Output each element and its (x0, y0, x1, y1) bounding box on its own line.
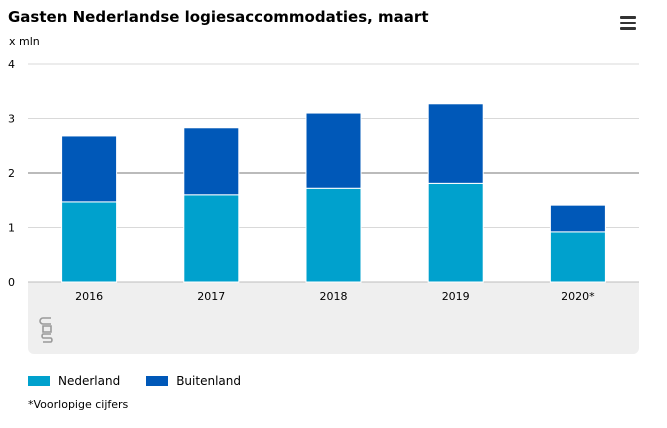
y-tick-label: 4 (8, 58, 15, 71)
bar-buitenland-2019[interactable] (427, 103, 484, 184)
hamburger-menu-icon[interactable] (620, 16, 636, 32)
x-axis-band (28, 282, 639, 354)
bar-buitenland-2020[interactable] (549, 204, 606, 233)
y-tick-label: 1 (8, 222, 15, 235)
legend: Nederland Buitenland (28, 374, 241, 388)
bar-buitenland-2016[interactable] (61, 135, 118, 203)
legend-label-buitenland: Buitenland (176, 374, 241, 388)
legend-item-buitenland[interactable]: Buitenland (146, 374, 241, 388)
bar-nederland-2016[interactable] (61, 201, 118, 283)
bar-nederland-2018[interactable] (305, 187, 362, 283)
x-tick-label: 2016 (75, 290, 103, 300)
cbs-logo-icon (39, 317, 53, 343)
x-tick-label: 2017 (197, 290, 225, 300)
y-unit-label: x mln (9, 35, 40, 48)
y-tick-label: 3 (8, 113, 15, 126)
y-tick-label: 2 (8, 167, 15, 180)
bar-nederland-2019[interactable] (427, 182, 484, 283)
chart-title: Gasten Nederlandse logiesaccommodaties, … (8, 8, 429, 26)
legend-item-nederland[interactable]: Nederland (28, 374, 120, 388)
y-tick-label: 0 (8, 276, 15, 289)
bar-nederland-2020[interactable] (549, 231, 606, 283)
legend-swatch-nederland (28, 376, 50, 386)
bar-buitenland-2018[interactable] (305, 112, 362, 189)
legend-label-nederland: Nederland (58, 374, 121, 388)
x-tick-label: 2018 (320, 290, 348, 300)
x-tick-label: 2019 (442, 290, 470, 300)
legend-swatch-buitenland (146, 376, 169, 386)
bar-buitenland-2017[interactable] (183, 127, 240, 196)
bar-chart: 0 1 2 3 4 2016 2017 2018 2019 2020* (8, 58, 639, 300)
footnote: *Voorlopige cijfers (28, 398, 129, 411)
bar-nederland-2017[interactable] (183, 194, 240, 283)
x-tick-label: 2020* (561, 290, 595, 300)
